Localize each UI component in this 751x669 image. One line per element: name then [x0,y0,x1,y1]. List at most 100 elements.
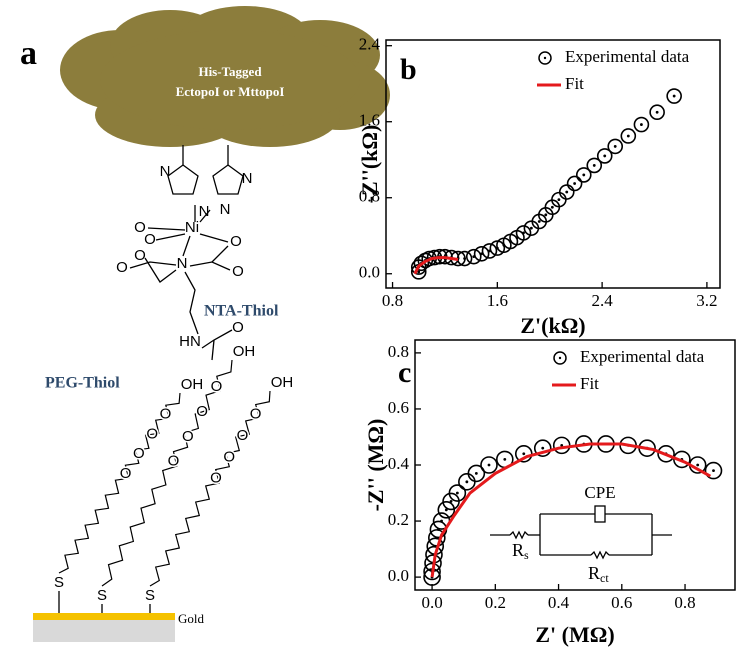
marker-dot [474,472,478,475]
marker-dot [573,182,577,185]
atom-label: O [134,219,146,236]
atom-label: N [199,203,210,220]
legend-marker [538,51,552,65]
atom-label: N [242,170,253,187]
marker-ring [633,116,650,133]
data-point [448,484,467,502]
data-point [558,184,575,200]
x-tick-label: 3.2 [696,291,717,310]
label-sub: ct [600,571,609,585]
marker-dot [463,257,466,260]
atom-label: N [220,201,231,218]
cloud-text: His-Tagged [198,64,262,79]
y-tick-label: 2.4 [359,35,381,54]
nta-label: NTA-Thiol [204,303,279,320]
nta-structure [129,145,244,361]
marker-dot [440,519,443,523]
x-tick-label: 0.2 [485,593,506,612]
legend-label: Experimental data [580,347,705,366]
marker-dot [672,94,676,98]
marker-ring [448,484,467,502]
circuit-label: Rct [588,563,609,585]
marker-dot [626,134,630,138]
atom-label: O [160,406,172,423]
atom-label: O [211,378,223,395]
marker-ring [607,138,624,155]
data-point [458,473,476,491]
legend-label: Fit [565,74,584,93]
marker-dot [560,443,564,447]
marker-dot [537,220,541,223]
resistor [509,530,529,540]
marker-dot [655,110,659,114]
data-point [596,148,613,164]
data-point [566,175,583,192]
legend-marker-dot [543,56,547,60]
resistor [590,550,610,560]
cloud-text: EctopoI or MttopoI [176,84,285,99]
y-tick-label: 0.8 [359,187,380,206]
y-tick-label: 1.6 [359,111,380,130]
marker-dot [503,457,507,461]
x-axis-label: Z' (MΩ) [535,622,614,647]
cloud [60,6,390,147]
marker-ring [413,255,430,272]
atom-label: S [54,574,64,591]
data-point [515,225,532,241]
marker-dot [455,491,459,495]
atom-label: O [237,427,249,444]
marker-ring [704,461,723,480]
marker-dot [712,469,715,473]
atom-label: O [210,470,222,487]
marker-ring [558,184,575,200]
marker-dot [582,173,586,177]
circuit-label: Rs [512,540,529,562]
x-tick-label: 0.8 [674,593,695,612]
atom-label: OH [271,374,294,391]
data-point [666,88,682,104]
y-tick-label: 0.8 [388,342,409,361]
y-tick-label: 0.6 [388,398,409,417]
data-point [456,250,473,267]
plot-frame [385,39,721,289]
marker-dot [613,145,617,148]
marker-ring [480,456,498,474]
marker-dot [544,213,548,217]
atom-label: O [232,263,244,280]
atom-label: N [177,255,188,272]
marker-dot [417,270,421,274]
marker-ring [586,157,603,174]
marker-ring [465,248,482,265]
data-point [620,128,637,144]
peg-chain [58,392,181,574]
x-tick-label: 0.4 [548,593,570,612]
marker-dot [522,231,525,235]
marker-ring [566,175,583,192]
substrate-label: Gold [178,611,205,626]
marker-ring [596,148,613,164]
marker-dot [696,463,700,467]
atom-label: OH [181,376,204,393]
peg-label: PEG-Thiol [45,375,120,392]
atom-label: O [232,319,244,336]
atom-label: N [160,163,171,180]
gold-layer [33,613,175,620]
data-point [481,243,498,259]
marker-ring [673,450,691,469]
atom-label: O [120,465,132,482]
x-tick-label: 1.6 [487,291,508,310]
atom-label: OH [233,343,256,360]
data-point [633,116,650,133]
fit-line [413,256,459,275]
marker-dot [565,190,569,194]
atom-label: Ni [185,219,199,236]
atom-label: O [223,448,235,465]
y-tick-label: 0.0 [359,263,380,282]
marker-ring [437,501,456,519]
data-point [607,138,624,155]
data-point [704,461,723,480]
data-point [552,436,571,455]
label-main: R [512,540,524,560]
marker-ring [515,225,532,241]
marker-ring [575,167,592,183]
